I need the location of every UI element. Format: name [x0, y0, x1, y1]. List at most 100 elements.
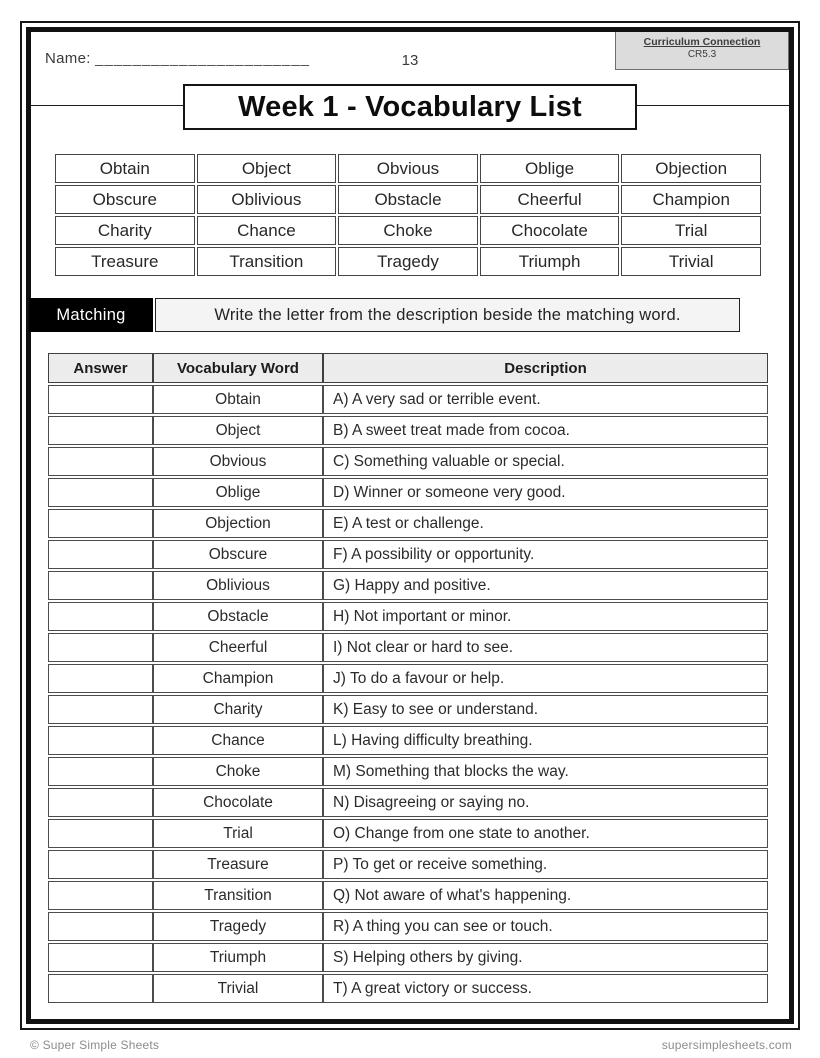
- matching-row: Treasure P) To get or receive something.: [48, 850, 768, 879]
- matching-column-header: Vocabulary Word: [153, 353, 323, 383]
- matching-row: Oblivious G) Happy and positive.: [48, 571, 768, 600]
- vocabulary-word-cell: Choke: [153, 757, 323, 786]
- matching-row: Obscure F) A possibility or opportunity.: [48, 540, 768, 569]
- description-cell: Q) Not aware of what's happening.: [323, 881, 768, 910]
- matching-row: Triumph S) Helping others by giving.: [48, 943, 768, 972]
- vocabulary-word-cell: Chance: [153, 726, 323, 755]
- word-bank-row: Charity Chance Choke Chocolate Trial: [55, 216, 761, 245]
- copyright-text: © Super Simple Sheets: [30, 1038, 160, 1052]
- answer-cell[interactable]: [48, 602, 153, 631]
- answer-cell[interactable]: [48, 757, 153, 786]
- matching-column-header: Description: [323, 353, 768, 383]
- answer-cell[interactable]: [48, 850, 153, 879]
- page-border-frame: Name: _______________________ 13 Curricu…: [20, 21, 800, 1030]
- matching-row: Obtain A) A very sad or terrible event.: [48, 385, 768, 414]
- word-bank-cell: Triumph: [479, 247, 620, 276]
- matching-section-label: Matching: [29, 298, 153, 332]
- vocabulary-word-cell: Treasure: [153, 850, 323, 879]
- description-cell: F) A possibility or opportunity.: [323, 540, 768, 569]
- matching-row: Obstacle H) Not important or minor.: [48, 602, 768, 631]
- word-bank-table: Obtain Object Obvious Oblige Objection Obscur…: [53, 152, 763, 278]
- vocabulary-word-cell: Cheerful: [153, 633, 323, 662]
- description-cell: K) Easy to see or understand.: [323, 695, 768, 724]
- word-bank-cell: Obscure: [55, 185, 195, 214]
- word-bank-cell: Champion: [621, 185, 761, 214]
- description-cell: C) Something valuable or special.: [323, 447, 768, 476]
- word-bank-cell: Obvious: [338, 154, 478, 183]
- answer-cell[interactable]: [48, 447, 153, 476]
- answer-cell[interactable]: [48, 881, 153, 910]
- vocabulary-word-cell: Trivial: [153, 974, 323, 1003]
- description-cell: H) Not important or minor.: [323, 602, 768, 631]
- answer-cell[interactable]: [48, 385, 153, 414]
- matching-row: Tragedy R) A thing you can see or touch.: [48, 912, 768, 941]
- answer-cell[interactable]: [48, 416, 153, 445]
- page-number: 13: [401, 52, 419, 69]
- answer-cell[interactable]: [48, 478, 153, 507]
- answer-cell[interactable]: [48, 819, 153, 848]
- word-bank-cell: Treasure: [55, 247, 195, 276]
- answer-cell[interactable]: [48, 788, 153, 817]
- vocabulary-word-cell: Obstacle: [153, 602, 323, 631]
- word-bank-cell: Cheerful: [479, 185, 620, 214]
- vocabulary-word-cell: Charity: [153, 695, 323, 724]
- word-bank-cell: Chocolate: [479, 216, 620, 245]
- description-cell: O) Change from one state to another.: [323, 819, 768, 848]
- answer-cell[interactable]: [48, 943, 153, 972]
- vocabulary-word-cell: Oblivious: [153, 571, 323, 600]
- vocabulary-word-cell: Tragedy: [153, 912, 323, 941]
- answer-cell[interactable]: [48, 633, 153, 662]
- word-bank-cell: Oblige: [479, 154, 620, 183]
- description-cell: L) Having difficulty breathing.: [323, 726, 768, 755]
- curriculum-badge-code: CR5.3: [687, 49, 717, 60]
- matching-row: Charity K) Easy to see or understand.: [48, 695, 768, 724]
- description-cell: N) Disagreeing or saying no.: [323, 788, 768, 817]
- vocabulary-word-cell: Transition: [153, 881, 323, 910]
- description-cell: R) A thing you can see or touch.: [323, 912, 768, 941]
- vocabulary-word-cell: Obtain: [153, 385, 323, 414]
- worksheet-page: Name: _______________________ 13 Curricu…: [26, 27, 794, 1024]
- matching-row: Objection E) A test or challenge.: [48, 509, 768, 538]
- description-cell: E) A test or challenge.: [323, 509, 768, 538]
- name-blank-line[interactable]: _______________________: [95, 50, 311, 67]
- answer-cell[interactable]: [48, 509, 153, 538]
- matching-column-header: Answer: [48, 353, 153, 383]
- description-cell: S) Helping others by giving.: [323, 943, 768, 972]
- worksheet-title: Week 1 - Vocabulary List: [238, 90, 582, 123]
- matching-row: Champion J) To do a favour or help.: [48, 664, 768, 693]
- answer-cell[interactable]: [48, 912, 153, 941]
- matching-row: Cheerful I) Not clear or hard to see.: [48, 633, 768, 662]
- word-bank-cell: Trivial: [621, 247, 761, 276]
- description-cell: A) A very sad or terrible event.: [323, 385, 768, 414]
- description-cell: M) Something that blocks the way.: [323, 757, 768, 786]
- answer-cell[interactable]: [48, 540, 153, 569]
- word-bank-cell: Object: [196, 154, 337, 183]
- description-cell: D) Winner or someone very good.: [323, 478, 768, 507]
- word-bank-cell: Tragedy: [338, 247, 478, 276]
- word-bank-cell: Oblivious: [196, 185, 337, 214]
- word-bank-row: Obtain Object Obvious Oblige Objection: [55, 154, 761, 183]
- vocabulary-word-cell: Oblige: [153, 478, 323, 507]
- word-bank-cell: Obstacle: [338, 185, 478, 214]
- answer-cell[interactable]: [48, 664, 153, 693]
- matching-row: Choke M) Something that blocks the way.: [48, 757, 768, 786]
- vocabulary-word-cell: Object: [153, 416, 323, 445]
- vocabulary-word-cell: Objection: [153, 509, 323, 538]
- vocabulary-word-cell: Obscure: [153, 540, 323, 569]
- vocabulary-word-cell: Trial: [153, 819, 323, 848]
- answer-cell[interactable]: [48, 726, 153, 755]
- description-cell: P) To get or receive something.: [323, 850, 768, 879]
- website-text: supersimplesheets.com: [661, 1038, 792, 1052]
- word-bank-cell: Charity: [55, 216, 195, 245]
- answer-cell[interactable]: [48, 695, 153, 724]
- vocabulary-word-cell: Champion: [153, 664, 323, 693]
- word-bank-cell: Chance: [196, 216, 337, 245]
- description-cell: G) Happy and positive.: [323, 571, 768, 600]
- matching-section-bar: Matching Write the letter from the descr…: [29, 298, 775, 332]
- answer-cell[interactable]: [48, 974, 153, 1003]
- matching-row: Chance L) Having difficulty breathing.: [48, 726, 768, 755]
- answer-cell[interactable]: [48, 571, 153, 600]
- curriculum-badge: Curriculum Connection CR5.3: [615, 32, 789, 70]
- matching-row: Trivial T) A great victory or success.: [48, 974, 768, 1003]
- description-cell: J) To do a favour or help.: [323, 664, 768, 693]
